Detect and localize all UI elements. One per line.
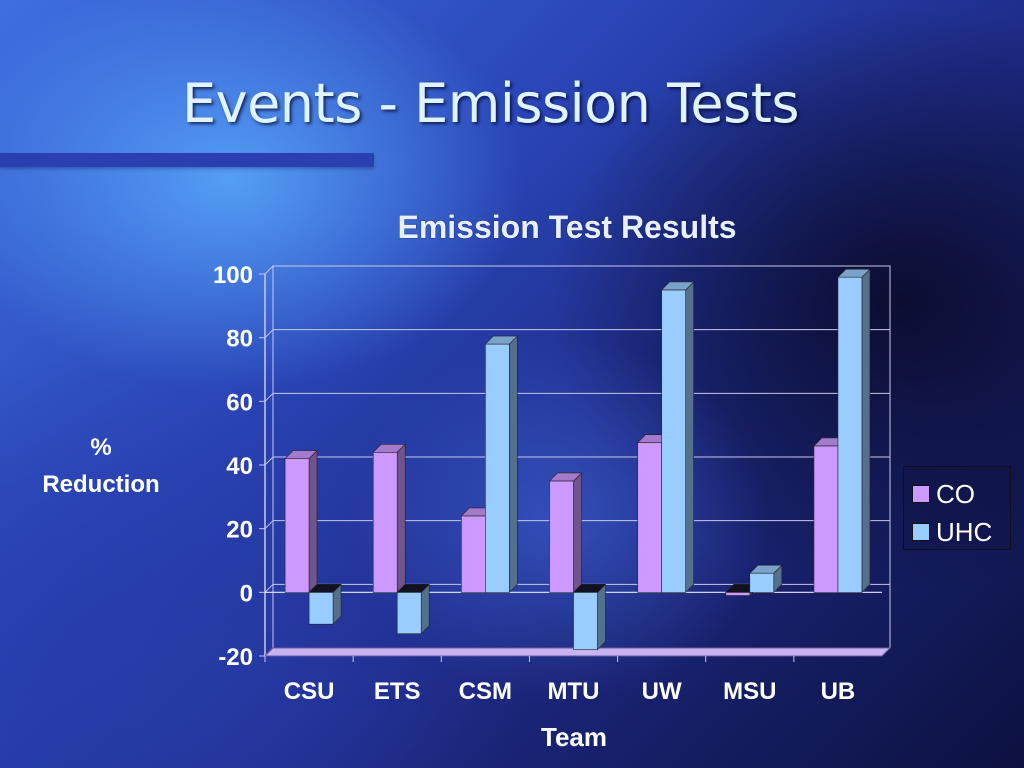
bar-co-csu-side [308,449,318,594]
bar-uhc-csm-top [484,335,519,345]
bar-uhc-csm-side [509,335,518,594]
x-tick-label: UB [821,678,856,705]
bar-uhc-mtu-top [572,584,607,593]
gridline-depth [264,329,274,339]
gridline-depth [264,265,274,275]
y-axis-title-line-2: Reduction [42,471,159,498]
bar-uhc-mtu-side [597,583,606,651]
bar-uhc-csm [485,343,510,593]
legend-swatch-uhc [912,523,930,541]
bar-co-mtu-top [548,472,583,482]
y-tick-label: 100 [213,262,253,289]
slide-title: Events - Emission Tests [182,72,800,135]
y-tick-label: 20 [226,517,253,544]
bar-co-mtu-side [573,472,582,594]
gridline-depth [264,456,274,466]
chart-title: Emission Test Results [397,209,736,245]
bar-uhc-uw-top [660,281,695,291]
legend-label-uhc: UHC [936,516,993,547]
gridline-depth [264,583,274,593]
legend-swatch-co [912,485,930,503]
bar-uhc-uw [661,289,686,593]
chart-legend: CO UHC [903,466,1011,550]
y-tick-label: -20 [218,644,253,671]
y-tick-label: 60 [226,389,253,416]
bar-co-ets-side [396,443,406,594]
bar-uhc-ets-side [420,583,430,635]
x-tick-label: CSU [284,678,335,705]
gridline-depth [264,520,274,530]
bar-co-csm [461,515,486,593]
y-tick-label: 40 [226,453,253,480]
bar-uhc-uw-side [685,281,694,594]
bar-co-ub [813,445,839,593]
bar-uhc-mtu [573,592,598,650]
bar-uhc-ub-top [837,268,871,278]
legend-item-uhc: UHC [912,513,1010,551]
bar-uhc-msu [749,572,775,593]
legend-label-co: CO [936,478,975,509]
bar-co-csu-top [284,450,318,459]
title-underline-bar [0,153,374,167]
x-tick-label: UW [642,678,682,705]
bar-co-uw [637,442,662,593]
y-axis-title-line-1: % [90,434,111,461]
x-tick-label: MTU [548,678,600,705]
bar-uhc-ub-side [861,268,871,594]
plot-floor [263,647,892,657]
x-tick-label: MSU [723,678,776,705]
bar-co-ets-top [372,443,406,453]
legend-item-co: CO [912,475,1010,513]
bar-co-mtu [549,480,574,593]
bar-uhc-ub [837,276,863,593]
bar-uhc-csu-top [308,584,342,593]
bar-uhc-ets [396,592,422,635]
y-tick-label: 80 [226,326,253,353]
x-tick-label: CSM [459,678,512,705]
x-tick-label: ETS [374,678,421,705]
bar-uhc-msu-top [749,564,783,574]
bar-co-csu [284,458,310,593]
bar-co-ets [372,451,398,593]
gridline-depth [264,392,274,402]
bar-uhc-csu [308,592,334,625]
x-axis-title: Team [541,722,607,752]
bar-co-msu [725,592,751,596]
y-tick-label: 0 [240,580,253,607]
bar-uhc-ets-top [396,584,430,593]
